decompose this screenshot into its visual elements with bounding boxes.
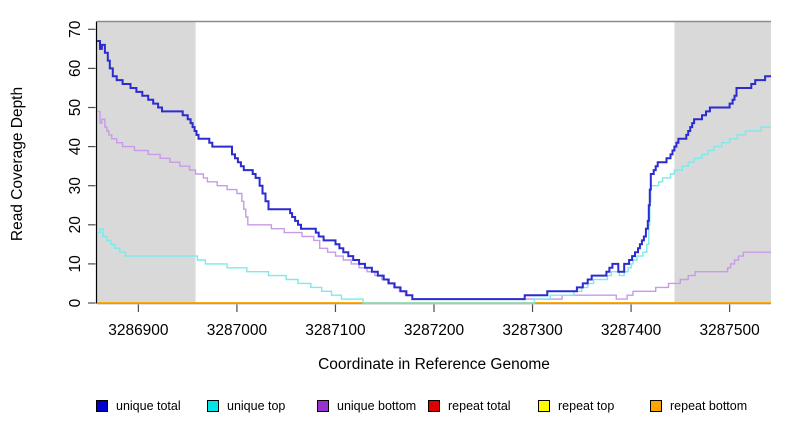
series-line-unique-top [97,126,771,304]
x-tick-label: 3287300 [502,322,563,339]
x-tick-label: 3286900 [108,322,169,339]
x-tick-label: 3287000 [207,322,268,339]
y-tick-label: 50 [67,99,84,117]
x-tick-label: 3287500 [699,322,760,339]
y-tick-label: 0 [67,298,84,307]
y-tick-label: 30 [67,177,84,195]
x-tick-label: 3287400 [601,322,662,339]
shaded-region [97,21,196,303]
y-tick-label: 60 [67,59,84,77]
y-tick-label: 20 [67,216,84,234]
series-line-unique-bottom [97,110,771,300]
series-line-unique-total [97,40,771,301]
x-axis-title: Coordinate in Reference Genome [318,356,550,373]
y-tick-label: 40 [67,138,84,156]
y-axis-title: Read Coverage Depth [9,86,26,242]
y-tick-label: 70 [67,20,84,38]
y-tick-label: 10 [67,255,84,273]
x-tick-label: 3287100 [305,322,366,339]
x-tick-label: 3287200 [404,322,465,339]
